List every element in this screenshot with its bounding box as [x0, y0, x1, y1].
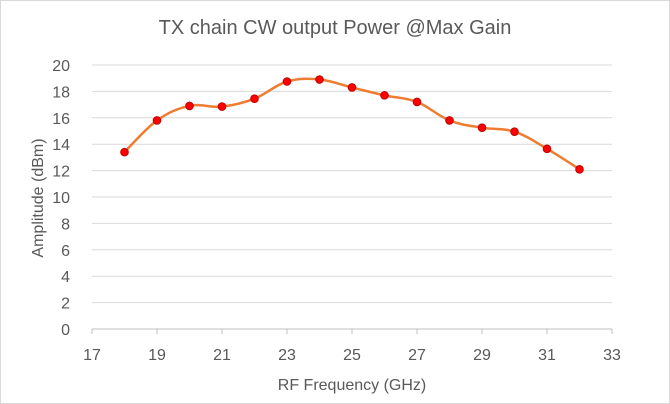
data-point — [542, 144, 552, 154]
data-point — [445, 116, 454, 125]
data-point — [282, 77, 292, 86]
data-point — [152, 116, 162, 125]
y-tick-labels: 0 2 4 6 8 10 12 14 16 18 20 — [52, 58, 70, 339]
y-tick-label: 2 — [61, 296, 70, 313]
data-point — [510, 127, 519, 136]
series-line — [123, 77, 581, 171]
x-tick-label: 25 — [343, 347, 361, 364]
x-axis-title: RF Frequency (GHz) — [278, 377, 426, 394]
x-tick-labels: 17 19 21 23 25 27 29 31 33 — [83, 347, 621, 364]
y-tick-label: 18 — [52, 84, 70, 101]
chart-title: TX chain CW output Power @Max Gain — [159, 17, 512, 39]
x-tick-label: 17 — [83, 347, 101, 364]
y-tick-label: 20 — [52, 58, 70, 75]
x-tick-label: 21 — [213, 347, 231, 364]
data-point — [575, 164, 584, 174]
data-point — [185, 101, 194, 111]
x-tick-label: 23 — [278, 347, 296, 364]
data-point — [315, 75, 324, 84]
x-tick-label: 31 — [538, 347, 556, 364]
x-tick-label: 33 — [603, 347, 621, 364]
x-tick-label: 27 — [408, 347, 426, 364]
y-axis-title: Amplitude (dBm) — [30, 138, 47, 257]
data-point — [412, 97, 422, 107]
x-tick-label: 29 — [473, 347, 491, 364]
data-point — [347, 83, 357, 92]
data-point — [250, 94, 259, 103]
y-tick-label: 6 — [61, 243, 70, 260]
y-tick-label: 4 — [61, 269, 70, 286]
data-point — [380, 91, 389, 100]
y-tick-label: 8 — [61, 216, 70, 233]
y-tick-label: 12 — [52, 164, 70, 181]
data-point — [217, 102, 227, 111]
y-tick-label: 16 — [52, 111, 70, 128]
y-tick-label: 0 — [61, 322, 70, 339]
y-tick-label: 10 — [52, 190, 70, 207]
data-point — [477, 123, 487, 132]
x-tick-label: 19 — [148, 347, 166, 364]
data-point — [120, 147, 129, 157]
gridlines — [91, 64, 613, 334]
y-tick-label: 14 — [52, 137, 70, 154]
series-layer — [120, 75, 584, 174]
